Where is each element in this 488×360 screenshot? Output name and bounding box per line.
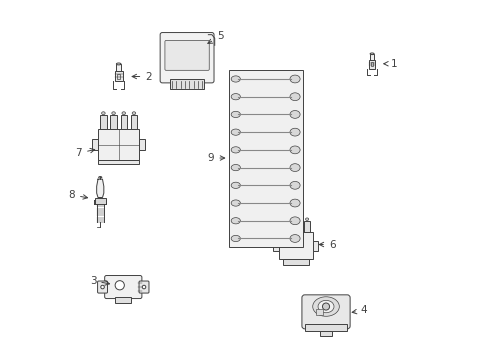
Bar bbox=[117, 74, 120, 78]
Ellipse shape bbox=[231, 94, 240, 100]
Circle shape bbox=[101, 285, 104, 289]
Polygon shape bbox=[97, 179, 103, 198]
Bar bbox=[281, 221, 287, 232]
Bar bbox=[304, 324, 346, 331]
Text: 3: 3 bbox=[89, 276, 109, 286]
Text: 6: 6 bbox=[319, 239, 335, 249]
Circle shape bbox=[115, 281, 124, 290]
Bar bbox=[304, 221, 309, 232]
Bar bbox=[283, 259, 308, 265]
Ellipse shape bbox=[312, 297, 339, 316]
Bar bbox=[98, 130, 139, 159]
Bar bbox=[292, 221, 298, 232]
Bar bbox=[110, 115, 117, 130]
Text: 8: 8 bbox=[68, 190, 87, 200]
Ellipse shape bbox=[289, 128, 300, 136]
Ellipse shape bbox=[289, 93, 300, 100]
FancyBboxPatch shape bbox=[139, 281, 149, 293]
Ellipse shape bbox=[317, 300, 333, 313]
Ellipse shape bbox=[231, 165, 240, 171]
Text: 2: 2 bbox=[132, 72, 152, 81]
Bar bbox=[98, 159, 139, 164]
Text: 4: 4 bbox=[351, 305, 366, 315]
Bar bbox=[228, 70, 303, 247]
Bar bbox=[315, 309, 323, 315]
Ellipse shape bbox=[289, 146, 300, 154]
Bar bbox=[319, 331, 332, 336]
Bar bbox=[273, 240, 279, 251]
Circle shape bbox=[322, 303, 329, 310]
Bar bbox=[116, 64, 121, 71]
Ellipse shape bbox=[112, 112, 115, 114]
Text: 9: 9 bbox=[207, 153, 224, 163]
Bar bbox=[95, 198, 105, 204]
Ellipse shape bbox=[99, 176, 102, 178]
Bar bbox=[139, 139, 145, 150]
Ellipse shape bbox=[283, 218, 285, 220]
Bar bbox=[279, 232, 312, 259]
Ellipse shape bbox=[369, 53, 373, 55]
Bar bbox=[369, 54, 373, 60]
Ellipse shape bbox=[231, 111, 240, 118]
FancyBboxPatch shape bbox=[164, 41, 209, 70]
Ellipse shape bbox=[289, 181, 300, 189]
Ellipse shape bbox=[231, 182, 240, 188]
Text: 5: 5 bbox=[207, 31, 223, 44]
Bar bbox=[370, 62, 373, 66]
Bar bbox=[100, 115, 106, 130]
Ellipse shape bbox=[289, 217, 300, 225]
Bar bbox=[312, 240, 318, 251]
FancyBboxPatch shape bbox=[98, 281, 107, 293]
FancyBboxPatch shape bbox=[301, 295, 349, 329]
Ellipse shape bbox=[305, 218, 308, 220]
Ellipse shape bbox=[132, 112, 136, 114]
Bar bbox=[130, 115, 137, 130]
Ellipse shape bbox=[231, 129, 240, 135]
Ellipse shape bbox=[102, 112, 105, 114]
Ellipse shape bbox=[116, 63, 121, 65]
Bar bbox=[121, 115, 127, 130]
Text: 1: 1 bbox=[383, 59, 396, 69]
Text: 7: 7 bbox=[75, 148, 95, 158]
Ellipse shape bbox=[294, 218, 297, 220]
Ellipse shape bbox=[231, 235, 240, 242]
Ellipse shape bbox=[122, 112, 125, 114]
Ellipse shape bbox=[289, 164, 300, 171]
Ellipse shape bbox=[231, 76, 240, 82]
Ellipse shape bbox=[231, 147, 240, 153]
Ellipse shape bbox=[231, 218, 240, 224]
Ellipse shape bbox=[289, 199, 300, 207]
Bar bbox=[368, 60, 375, 69]
FancyBboxPatch shape bbox=[160, 32, 214, 83]
FancyBboxPatch shape bbox=[104, 275, 142, 298]
Ellipse shape bbox=[231, 200, 240, 206]
Bar bbox=[115, 71, 122, 81]
Ellipse shape bbox=[289, 75, 300, 83]
Bar bbox=[115, 297, 131, 303]
Ellipse shape bbox=[289, 111, 300, 118]
Bar bbox=[169, 79, 204, 89]
Bar bbox=[92, 139, 98, 150]
Circle shape bbox=[142, 285, 145, 289]
Ellipse shape bbox=[289, 235, 300, 242]
